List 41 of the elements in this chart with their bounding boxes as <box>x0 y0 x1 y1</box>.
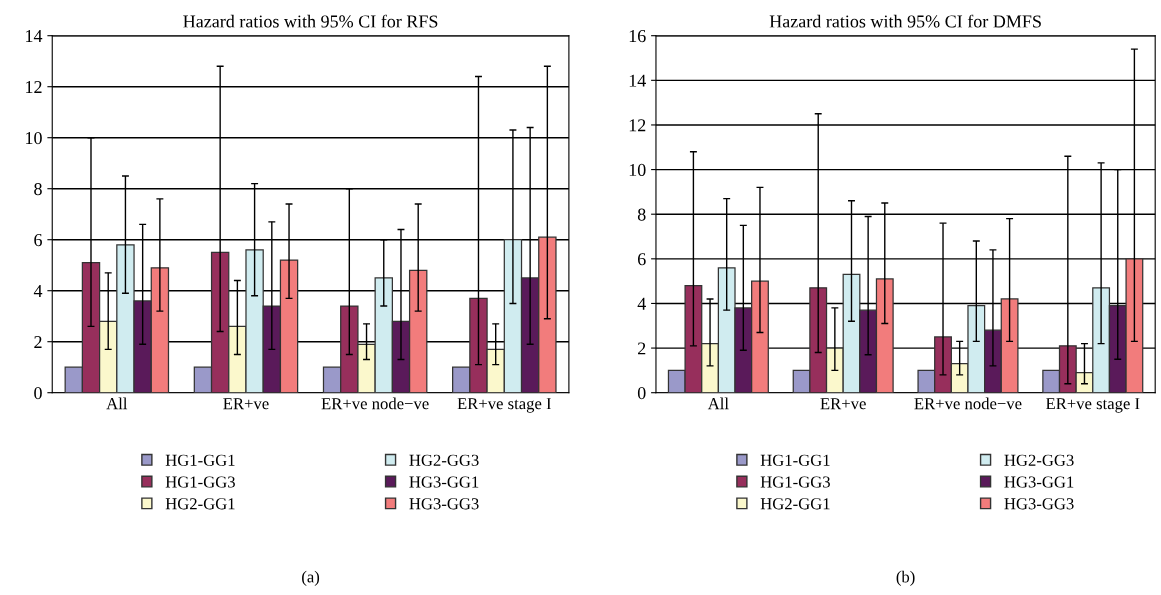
y-tick-label: 14 <box>629 74 646 87</box>
y-tick-label: 12 <box>629 119 646 132</box>
y-tick-label: 0 <box>637 386 646 400</box>
x-tick-label: All <box>106 397 128 410</box>
legend-label: HG1-GG1 <box>760 454 830 466</box>
legend-label: HG3-GG3 <box>1004 498 1074 510</box>
y-tick-label: 2 <box>34 336 42 348</box>
x-tick-label: ER+ve node−ve <box>321 397 429 410</box>
y-tick-label: 10 <box>629 163 646 177</box>
x-tick-label: ER+ve stage I <box>457 398 551 413</box>
legend-label: HG1-GG3 <box>760 476 830 488</box>
y-tick-label: 6 <box>34 234 42 247</box>
y-tick-label: 12 <box>26 81 42 93</box>
text: (a) <box>302 570 320 586</box>
legend-label: HG2-GG3 <box>1004 454 1074 466</box>
x-tick-label: ER+ve stage I <box>1045 398 1140 413</box>
y-tick-label: 4 <box>637 297 646 310</box>
x-tick-label: All <box>707 397 729 410</box>
legend-label: HG1-GG1 <box>165 454 235 466</box>
y-tick-label: 16 <box>629 30 646 43</box>
legend-label: HG2-GG1 <box>165 498 235 510</box>
x-tick-label: ER+ve <box>820 398 866 410</box>
legend-label: HG2-GG1 <box>760 498 830 510</box>
y-tick-label: 4 <box>33 285 43 297</box>
y-tick-label: 8 <box>34 182 42 196</box>
chart-title: Hazard ratios with 95% CI for DMFS <box>769 14 1041 28</box>
text: (b) <box>896 570 915 586</box>
legend-label: HG3-GG1 <box>409 476 479 488</box>
legend-label: HG3-GG1 <box>1004 476 1074 488</box>
y-tick-label: 0 <box>34 386 42 400</box>
x-tick-label: ER+ve <box>223 398 269 410</box>
x-tick-label: ER+ve node−ve <box>914 397 1022 410</box>
chart-title: Hazard ratios with 95% CI for RFS <box>183 14 438 28</box>
y-tick-label: 14 <box>26 30 43 42</box>
legend-label: HG1-GG3 <box>165 476 235 488</box>
y-tick-label: 2 <box>638 342 646 355</box>
y-tick-label: 6 <box>637 253 646 266</box>
legend-label: HG2-GG3 <box>409 454 479 466</box>
y-tick-label: 10 <box>26 131 42 145</box>
legend-label: HG3-GG3 <box>409 498 479 510</box>
y-tick-label: 8 <box>637 208 646 221</box>
